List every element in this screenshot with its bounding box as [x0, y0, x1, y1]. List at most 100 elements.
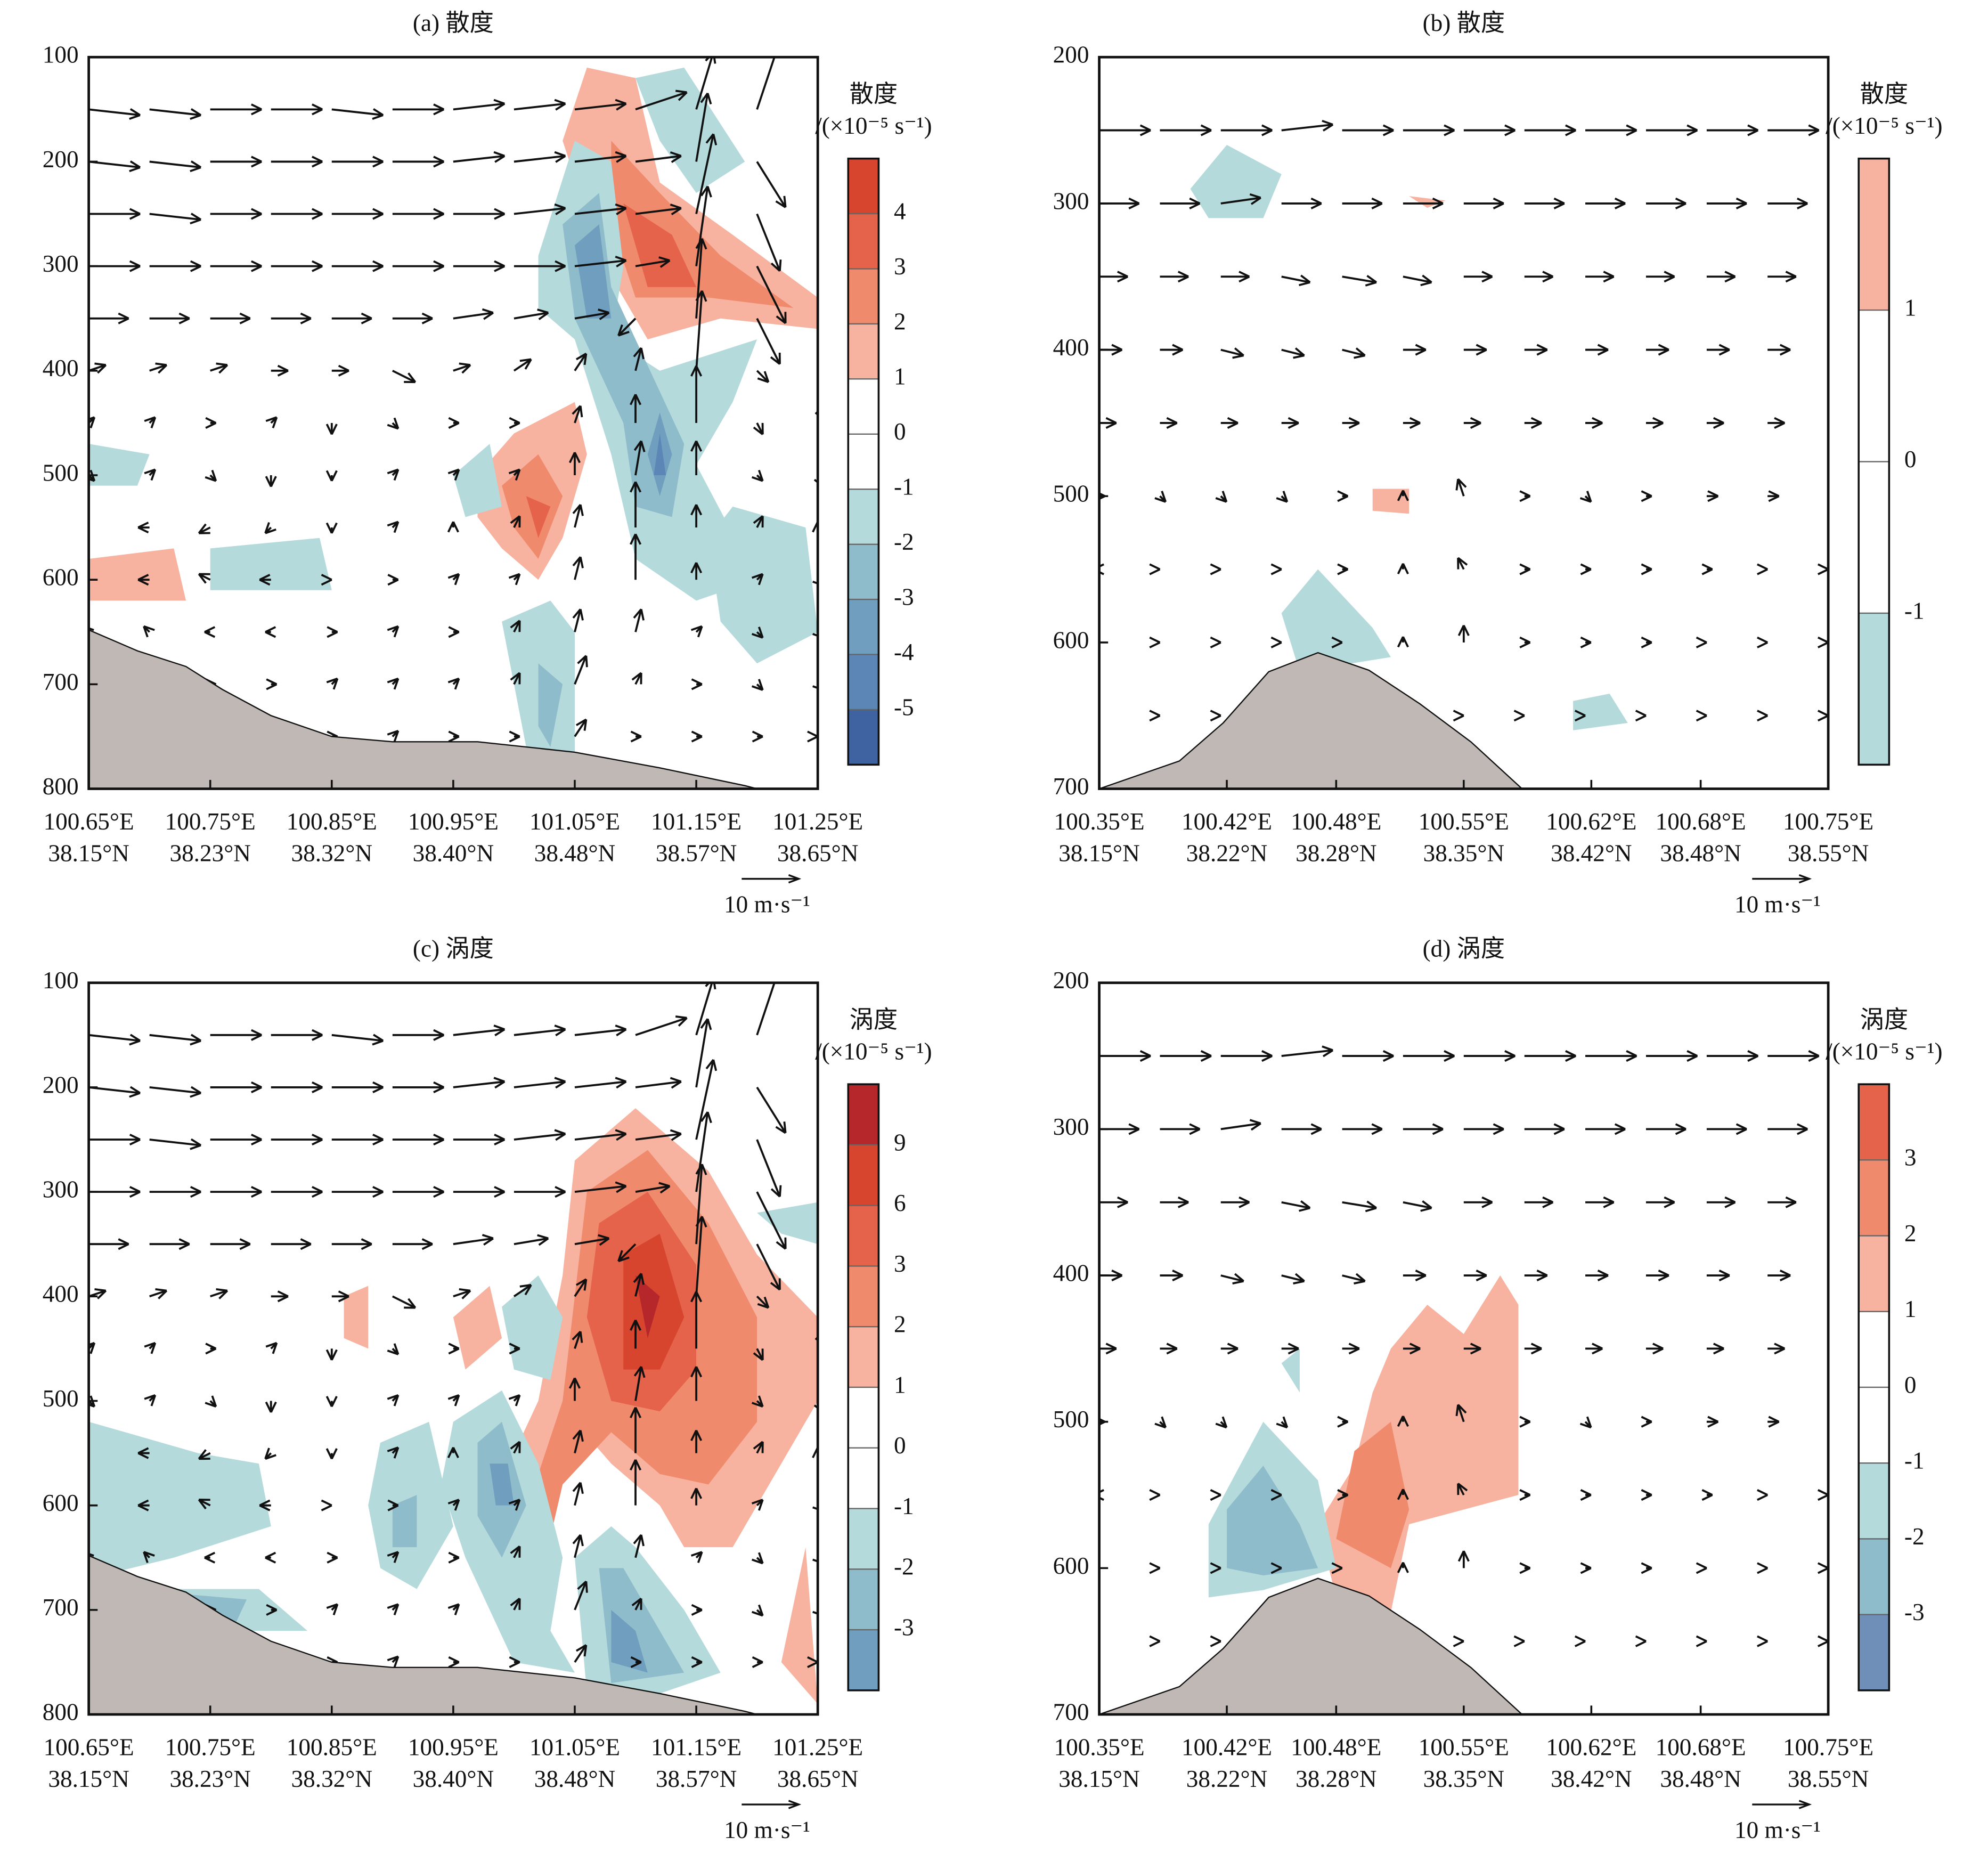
wind-vector [1585, 271, 1615, 283]
colorbar-bin [848, 654, 879, 710]
wind-vector [88, 1238, 129, 1250]
vector-head [1846, 1202, 1856, 1207]
wind-vector [265, 1401, 277, 1413]
vector-head [1270, 1494, 1282, 1501]
vector-head [1768, 1421, 1780, 1428]
y-tick-label: 600 [43, 1490, 79, 1516]
wind-vector [1331, 1562, 1343, 1574]
vector-shaft [574, 102, 626, 111]
vector-head [763, 371, 770, 383]
vector-head [1519, 490, 1531, 497]
vector-head [190, 218, 201, 225]
vector-head [1299, 1207, 1310, 1212]
vector-head [1177, 1201, 1189, 1208]
wind-vector [453, 1234, 494, 1246]
contour-fill [1318, 1275, 1519, 1612]
vector-shaft [574, 504, 582, 528]
contour-fill [1336, 1421, 1409, 1568]
vector-head [83, 1552, 87, 1563]
colorbar-bin [848, 1266, 879, 1327]
wind-vector [1706, 417, 1724, 429]
wind-vector [807, 730, 818, 743]
vector-head [1580, 641, 1592, 648]
vector-shaft [331, 1034, 384, 1042]
wind-vector [325, 1348, 338, 1361]
wind-vector [1099, 271, 1128, 283]
vector-head [88, 1661, 89, 1662]
colorbar-bin [848, 1508, 879, 1570]
vector-head [1664, 275, 1675, 283]
vector-shaft [1342, 275, 1377, 283]
terrain [1099, 1577, 1523, 1715]
vector-head [1635, 714, 1647, 722]
vector-head [1724, 275, 1736, 283]
wind-vector [1149, 636, 1161, 648]
vector-head [1322, 119, 1333, 126]
vector-head [118, 1243, 129, 1250]
vector-shaft [513, 358, 532, 372]
vector-head [1797, 202, 1808, 209]
wind-vector [1220, 124, 1273, 136]
vector-head [555, 155, 566, 163]
wind-vector [88, 1661, 89, 1664]
wind-vector [266, 678, 278, 690]
vector-head [494, 1186, 506, 1193]
vector-head [300, 318, 312, 324]
vector-head [461, 1290, 471, 1299]
vector-head [780, 41, 781, 52]
vector-head [129, 1039, 141, 1046]
wind-vector [264, 1448, 276, 1460]
colorbar-tick-label: 1 [894, 363, 906, 390]
vector-shaft [574, 1133, 626, 1141]
contour-fill [611, 1609, 648, 1673]
vector-head [1432, 1123, 1444, 1131]
vector-head [1603, 1196, 1615, 1204]
y-tick-label: 300 [43, 250, 79, 277]
wind-vector [144, 416, 157, 429]
panel-title: (d) 涡度 [1423, 936, 1505, 962]
wind-vector [753, 515, 764, 528]
wind-vector [1281, 1273, 1305, 1284]
vector-head [1444, 129, 1455, 136]
x-tick-label: 100.85°E 38.32°N [287, 809, 377, 867]
wind-vector [1337, 1489, 1349, 1501]
vector-head [1603, 271, 1615, 278]
vector-head [129, 108, 141, 116]
wind-vector [1099, 1640, 1100, 1642]
vector-head [325, 470, 333, 482]
vector-head [690, 1551, 703, 1557]
vector-head [137, 522, 149, 528]
vector-head [1402, 1416, 1409, 1427]
wind-vector [1641, 1562, 1652, 1574]
wind-vector [331, 312, 372, 324]
wind-vector [635, 151, 682, 163]
wind-vector [331, 108, 384, 120]
wind-vector [1701, 563, 1713, 575]
contour-fill [210, 538, 332, 590]
vector-head [695, 290, 703, 302]
vector-shaft [1220, 197, 1261, 205]
vector-head [579, 1430, 584, 1442]
vector-head [1626, 129, 1637, 136]
vector-head [150, 1343, 157, 1354]
vector-head [331, 424, 338, 435]
vector-shaft [756, 213, 781, 272]
vector-head [482, 308, 494, 314]
vector-head [659, 259, 671, 268]
scale-vector-head [1798, 874, 1812, 884]
vector-head [1117, 275, 1128, 283]
vector-head [493, 1077, 505, 1083]
vector-shaft [574, 1279, 587, 1297]
wind-vector [271, 1081, 323, 1093]
wind-vector [1331, 636, 1343, 648]
vector-shaft [635, 259, 670, 267]
wind-vector [1645, 1343, 1664, 1355]
wind-vector [1210, 710, 1221, 722]
wind-vector [331, 260, 384, 272]
wind-vector [574, 151, 627, 163]
colorbar-tick-label: -3 [894, 583, 914, 610]
vector-head [1504, 129, 1516, 136]
contour-fill [502, 1275, 563, 1380]
vector-head [1736, 1123, 1747, 1131]
